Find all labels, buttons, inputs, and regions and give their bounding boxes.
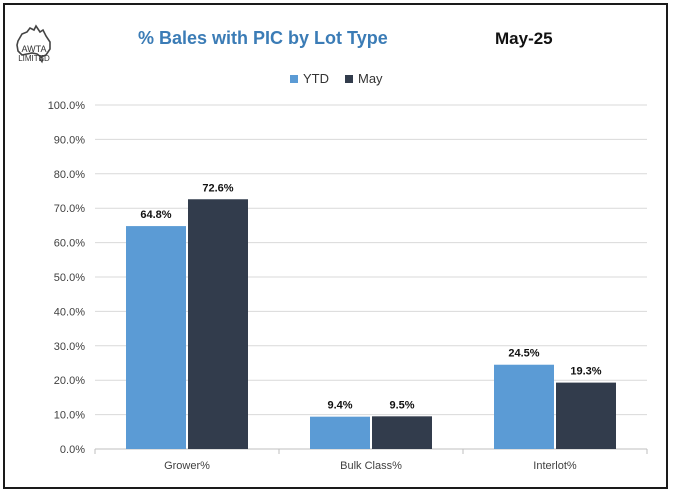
bar-ytd (126, 226, 186, 449)
data-label: 9.5% (389, 399, 414, 411)
y-tick-label: 50.0% (54, 272, 85, 284)
y-tick-label: 100.0% (48, 100, 86, 112)
y-tick-label: 70.0% (54, 203, 85, 215)
x-category-label: Interlot% (533, 460, 577, 472)
y-tick-label: 20.0% (54, 375, 85, 387)
y-tick-label: 60.0% (54, 238, 85, 250)
y-tick-label: 40.0% (54, 306, 85, 318)
logo-text: AWTA LIMITED (9, 44, 59, 64)
legend-item-may: May (345, 71, 383, 86)
legend-label-may: May (358, 71, 383, 86)
report-date: May-25 (495, 29, 553, 48)
legend-swatch-ytd (290, 74, 298, 83)
logo-text-line2: LIMITED (18, 54, 50, 63)
bar-ytd (494, 364, 554, 449)
logo-text-line1: AWTA (21, 44, 47, 54)
y-tick-label: 30.0% (54, 341, 85, 353)
y-tick-label: 90.0% (54, 134, 85, 146)
legend-label-ytd: YTD (303, 71, 329, 86)
y-tick-label: 0.0% (60, 444, 85, 456)
bar-may (188, 199, 248, 449)
legend-swatch-may (345, 74, 353, 83)
data-label: 19.3% (570, 366, 601, 378)
data-label: 24.5% (508, 348, 539, 360)
chart-legend: YTD May (290, 71, 399, 86)
data-label: 64.8% (140, 209, 171, 221)
bar-may (556, 382, 616, 449)
x-category-label: Bulk Class% (340, 460, 402, 472)
australia-map-logo-icon (16, 24, 51, 64)
y-tick-label: 10.0% (54, 410, 85, 422)
data-label: 9.4% (327, 400, 352, 412)
x-category-label: Grower% (164, 460, 210, 472)
bar-may (372, 416, 432, 449)
bar-ytd (310, 416, 370, 449)
y-tick-label: 80.0% (54, 169, 85, 181)
data-label: 72.6% (202, 182, 233, 194)
legend-item-ytd: YTD (290, 71, 329, 86)
chart-title: % Bales with PIC by Lot Type (138, 28, 388, 48)
